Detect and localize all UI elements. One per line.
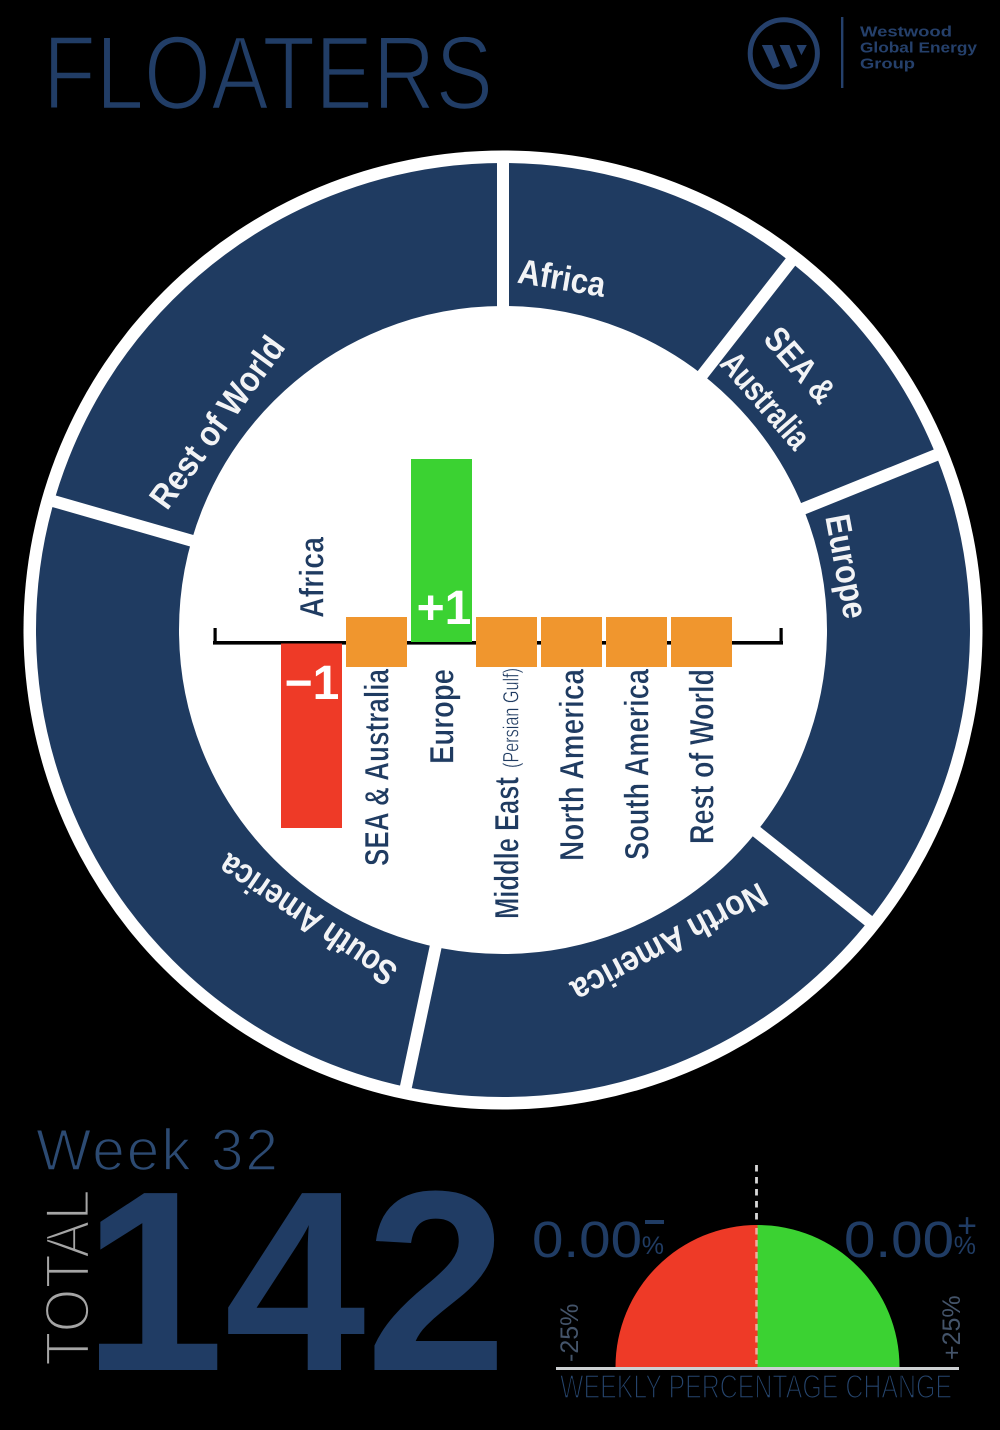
svg-text:Europe: Europe (424, 669, 462, 764)
svg-text:Global Energy: Global Energy (860, 40, 978, 57)
svg-text:TOTAL: TOTAL (33, 1189, 103, 1366)
svg-text:(Persian Gulf): (Persian Gulf) (499, 668, 524, 768)
svg-text:WEEKLY PERCENTAGE CHANGE: WEEKLY PERCENTAGE CHANGE (560, 1368, 952, 1405)
svg-text:0.00: 0.00 (532, 1211, 642, 1268)
svg-text:Rest of World: Rest of World (684, 669, 722, 844)
svg-text:FLOATERS: FLOATERS (43, 15, 493, 132)
svg-text:142: 142 (83, 1138, 507, 1425)
svg-text:South America: South America (619, 668, 657, 860)
svg-text:Middle East: Middle East (489, 777, 527, 919)
svg-text:%: % (642, 1232, 664, 1260)
svg-text:Group: Group (860, 56, 915, 73)
svg-text:%: % (954, 1232, 976, 1260)
svg-text:+25%: +25% (938, 1295, 966, 1360)
svg-text:-25%: -25% (556, 1304, 584, 1362)
svg-text:+: + (957, 1207, 977, 1245)
svg-text:Africa: Africa (294, 536, 332, 618)
svg-text:−1: −1 (285, 657, 340, 710)
svg-text:0.00: 0.00 (844, 1211, 954, 1268)
svg-text:North America: North America (554, 668, 592, 861)
svg-text:+1: +1 (417, 582, 472, 635)
svg-text:Westwood: Westwood (860, 24, 952, 41)
svg-text:Week 32: Week 32 (36, 1118, 280, 1183)
svg-text:SEA & Australia: SEA & Australia (359, 668, 397, 866)
